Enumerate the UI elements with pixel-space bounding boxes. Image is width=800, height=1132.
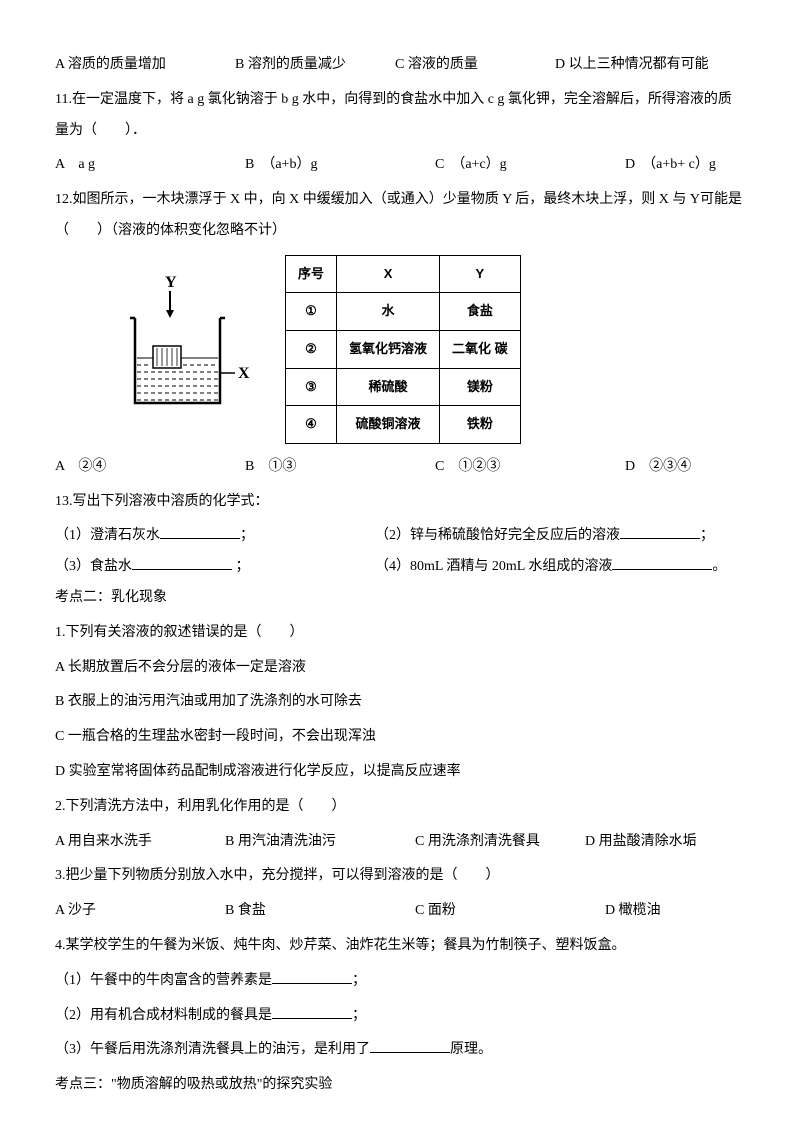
r2c2: 镁粉 [440, 368, 521, 406]
q12-text: 12.如图所示，一木块漂浮于 X 中，向 X 中缓缓加入（或通入）少量物质 Y … [55, 185, 745, 247]
r1c1: 氢氧化钙溶液 [337, 330, 440, 368]
q13-title: 13.写出下列溶液中溶质的化学式： [55, 487, 745, 518]
t2q3-d: D 橄榄油 [605, 896, 745, 927]
q11-opt-a: A a g [55, 150, 245, 181]
t2q4-p3b-text: 原理。 [450, 1042, 492, 1057]
q10-opt-c: C 溶液的质量 [395, 50, 555, 81]
q11-text: 11.在一定温度下，将 a g 氯化钠溶于 b g 水中，向得到的食盐水中加入 … [55, 85, 745, 147]
r1c0: ② [286, 330, 337, 368]
topic2-title: 考点二：乳化现象 [55, 583, 745, 614]
r3c1: 硫酸铜溶液 [337, 406, 440, 444]
t2q2-c: C 用洗涤剂清洗餐具 [415, 827, 585, 858]
q13-p2: （2）锌与稀硫酸恰好完全反应后的溶液； [375, 521, 745, 552]
q11-opt-d: D （a+b+ c）g [625, 150, 745, 181]
t2q4-p2-text: （2）用有机合成材料制成的餐具是 [55, 1008, 272, 1023]
t2q2-a: A 用自来水洗手 [55, 827, 225, 858]
t2q1-a: A 长期放置后不会分层的液体一定是溶液 [55, 653, 745, 684]
t2q1-d: D 实验室常将固体药品配制成溶液进行化学反应，以提高反应速率 [55, 757, 745, 788]
svg-text:Y: Y [165, 274, 177, 291]
t2q2-d: D 用盐酸清除水垢 [585, 827, 745, 858]
t2q2-text: 2.下列清洗方法中，利用乳化作用的是（ ） [55, 792, 745, 823]
q10-opt-d: D 以上三种情况都有可能 [555, 50, 745, 81]
q12-opt-d: D ②③④ [625, 452, 745, 483]
t2q3-c: C 面粉 [415, 896, 605, 927]
t2q4-p3a-text: （3）午餐后用洗涤剂清洗餐具上的油污，是利用了 [55, 1042, 370, 1057]
r3c0: ④ [286, 406, 337, 444]
q11-opt-c: C （a+c）g [435, 150, 625, 181]
t2q3-text: 3.把少量下列物质分别放入水中，充分搅拌，可以得到溶液的是（ ） [55, 861, 745, 892]
beaker-diagram: Y X [105, 273, 255, 413]
q12-figure-row: Y X [55, 255, 745, 444]
r0c1: 水 [337, 293, 440, 331]
r0c2: 食盐 [440, 293, 521, 331]
r0c0: ① [286, 293, 337, 331]
t2q4-p2: （2）用有机合成材料制成的餐具是； [55, 1001, 745, 1032]
q12-opt-c: C ①②③ [435, 452, 625, 483]
t2q4-p1-text: （1）午餐中的牛肉富含的营养素是 [55, 973, 272, 988]
t2q4-text: 4.某学校学生的午餐为米饭、炖牛肉、炒芹菜、油炸花生米等；餐具为竹制筷子、塑料饭… [55, 931, 745, 962]
r2c0: ③ [286, 368, 337, 406]
t2q4-p3: （3）午餐后用洗涤剂清洗餐具上的油污，是利用了 原理。 [55, 1035, 745, 1066]
q13-p2-text: （2）锌与稀硫酸恰好完全反应后的溶液 [375, 528, 620, 543]
q12-opt-a: A ②④ [55, 452, 245, 483]
q13-p3-text: （3）食盐水 [55, 559, 132, 574]
r1c2: 二氧化 碳 [440, 330, 521, 368]
q11-options: A a g B （a+b）g C （a+c）g D （a+b+ c）g [55, 150, 745, 181]
t2q2-b: B 用汽油清洗油污 [225, 827, 415, 858]
t2q3-options: A 沙子 B 食盐 C 面粉 D 橄榄油 [55, 896, 745, 927]
q13-p1: （1）澄清石灰水； [55, 521, 375, 552]
q10-opt-b: B 溶剂的质量减少 [235, 50, 395, 81]
t2q3-a: A 沙子 [55, 896, 225, 927]
th-0: 序号 [286, 255, 337, 293]
t2q1-b: B 衣服上的油污用汽油或用加了洗涤剂的水可除去 [55, 687, 745, 718]
q12-options: A ②④ B ①③ C ①②③ D ②③④ [55, 452, 745, 483]
topic3-title: 考点三："物质溶解的吸热或放热"的探究实验 [55, 1070, 745, 1101]
t2q1-c: C 一瓶合格的生理盐水密封一段时间，不会出现浑浊 [55, 722, 745, 753]
th-2: Y [440, 255, 521, 293]
t2q4-p1: （1）午餐中的牛肉富含的营养素是； [55, 966, 745, 997]
svg-text:X: X [238, 365, 250, 382]
q13-p3: （3）食盐水 ； [55, 552, 375, 583]
q13-p1-text: （1）澄清石灰水 [55, 528, 160, 543]
q12-opt-b: B ①③ [245, 452, 435, 483]
q13-p4-text: （4）80mL 酒精与 20mL 水组成的溶液 [375, 559, 612, 574]
q10-options: A 溶质的质量增加 B 溶剂的质量减少 C 溶液的质量 D 以上三种情况都有可能 [55, 50, 745, 81]
t2q2-options: A 用自来水洗手 B 用汽油清洗油污 C 用洗涤剂清洗餐具 D 用盐酸清除水垢 [55, 827, 745, 858]
t2q1-text: 1.下列有关溶液的叙述错误的是（ ） [55, 618, 745, 649]
q11-opt-b: B （a+b）g [245, 150, 435, 181]
q13-p4: （4）80mL 酒精与 20mL 水组成的溶液。 [375, 552, 745, 583]
t2q3-b: B 食盐 [225, 896, 415, 927]
q10-opt-a: A 溶质的质量增加 [55, 50, 235, 81]
r3c2: 铁粉 [440, 406, 521, 444]
r2c1: 稀硫酸 [337, 368, 440, 406]
q12-table: 序号 X Y ① 水 食盐 ② 氢氧化钙溶液 二氧化 碳 ③ 稀硫酸 镁粉 ④ … [285, 255, 521, 444]
th-1: X [337, 255, 440, 293]
